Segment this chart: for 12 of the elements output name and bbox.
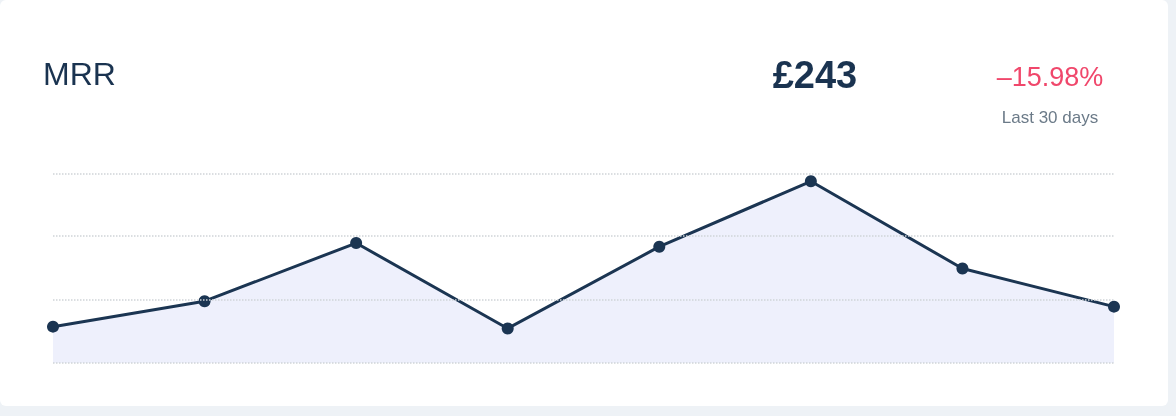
text: £243 [771,54,859,97]
point [653,240,666,253]
text: Last 30 days [1000,108,1100,128]
chart-title: MRR [43,56,116,93]
point [47,320,59,333]
point [198,295,211,308]
point [804,175,817,188]
point [1108,300,1120,313]
point [501,322,514,335]
point [350,237,363,250]
point [956,262,969,275]
text: –15.98% [995,62,1105,93]
